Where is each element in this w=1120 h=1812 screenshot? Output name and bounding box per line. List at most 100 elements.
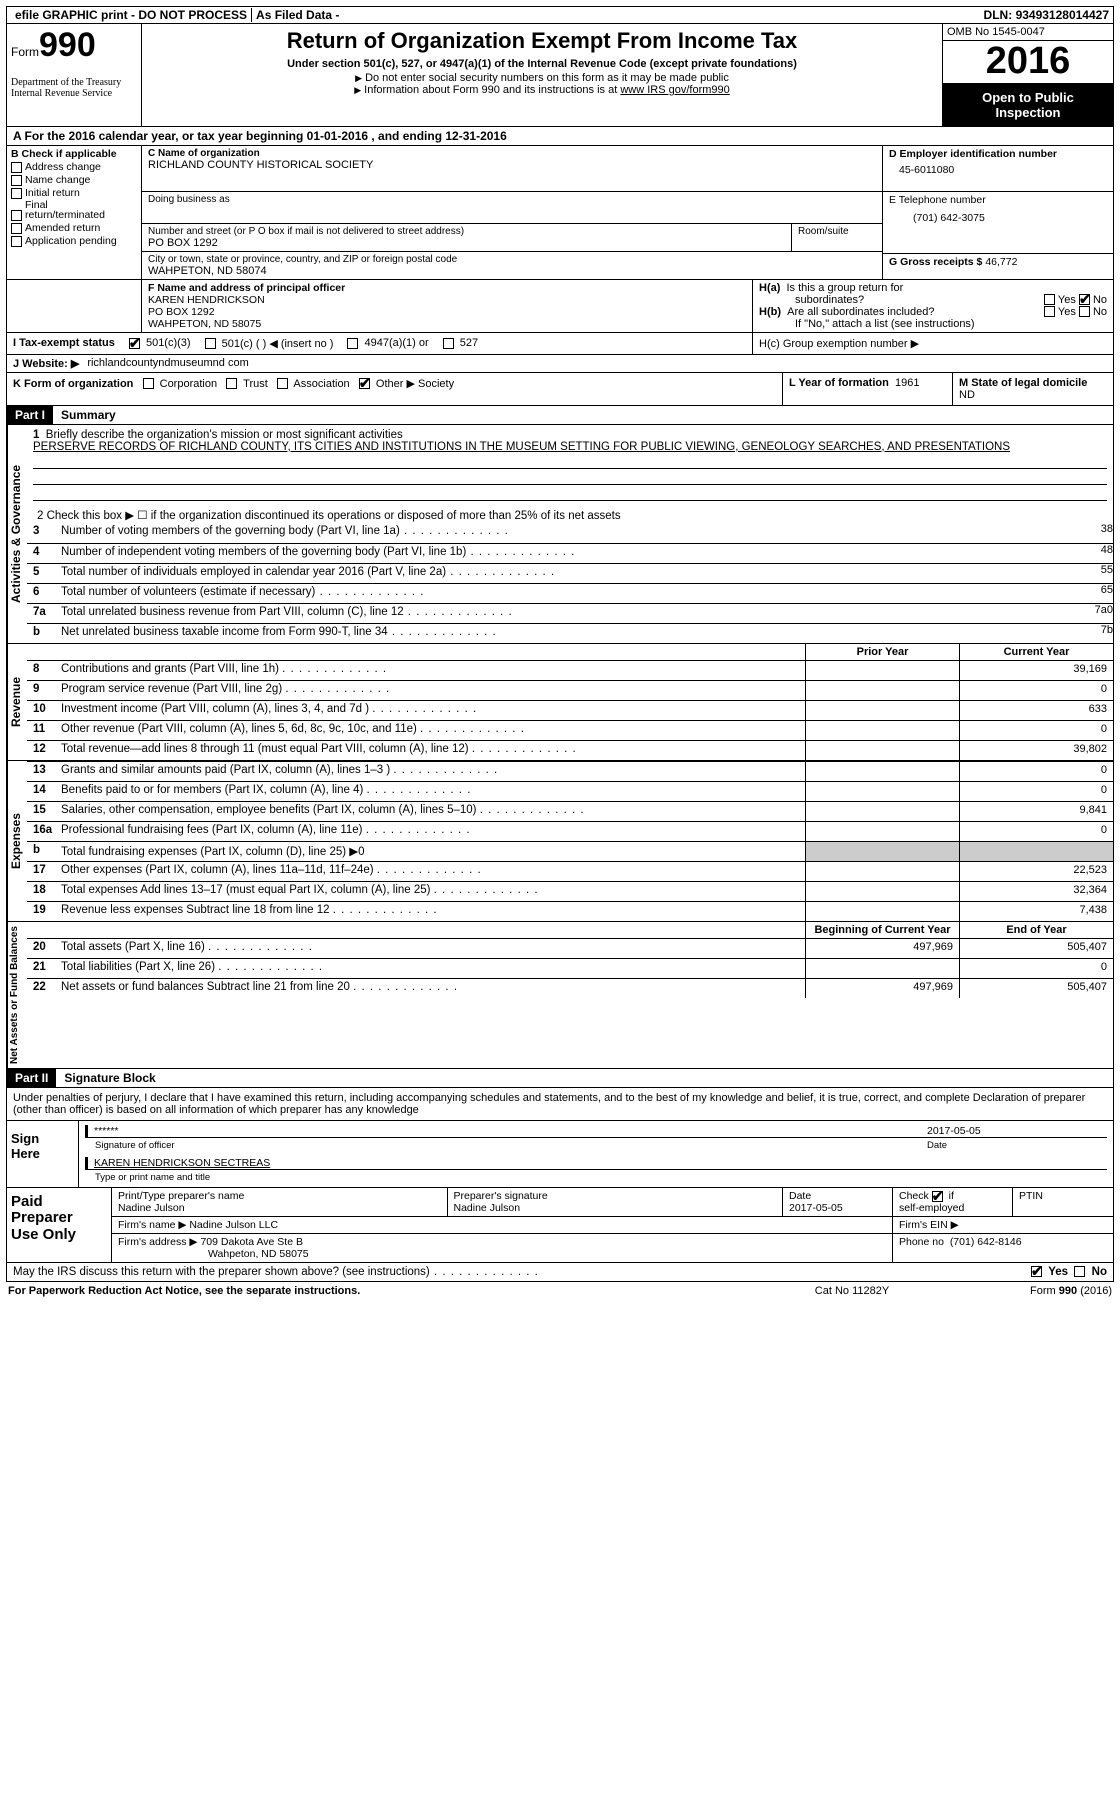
checkbox-discuss-yes[interactable] [1031, 1266, 1042, 1277]
summary-line: 10Investment income (Part VIII, column (… [27, 700, 1113, 720]
summary-line: 6Total number of volunteers (estimate if… [27, 583, 1113, 603]
perjury-text: Under penalties of perjury, I declare th… [7, 1088, 1113, 1121]
row-k-l-m: K Form of organization Corporation Trust… [6, 373, 1114, 406]
revenue-section: Revenue Prior Year Current Year 8Contrib… [6, 644, 1114, 761]
vlabel-net: Net Assets or Fund Balances [7, 922, 27, 1068]
footer: For Paperwork Reduction Act Notice, see … [6, 1282, 1114, 1297]
paid-preparer-row: PaidPreparerUse Only Print/Type preparer… [7, 1187, 1113, 1262]
summary-line: 7aTotal unrelated business revenue from … [27, 603, 1113, 623]
summary-line: 12Total revenue—add lines 8 through 11 (… [27, 740, 1113, 760]
checkbox-527[interactable] [443, 338, 454, 349]
header-left: Form990 Department of the Treasury Inter… [7, 24, 142, 126]
section-f: F Name and address of principal officer … [142, 280, 753, 332]
gross-receipts: 46,772 [985, 256, 1017, 268]
state-domicile: ND [959, 389, 975, 401]
checkbox-501c[interactable] [205, 338, 216, 349]
checkbox-assoc[interactable] [277, 378, 288, 389]
summary-line: 9Program service revenue (Part VIII, lin… [27, 680, 1113, 700]
checkbox-corp[interactable] [143, 378, 154, 389]
summary-line: 19Revenue less expenses Subtract line 18… [27, 901, 1113, 921]
form-number: 990 [39, 26, 96, 64]
vlabel-activities: Activities & Governance [7, 425, 27, 643]
summary-line: 4Number of independent voting members of… [27, 543, 1113, 563]
summary-line: 17Other expenses (Part IX, column (A), l… [27, 861, 1113, 881]
officer-name: KAREN HENDRICKSON [148, 294, 746, 306]
firm-name: Nadine Julson LLC [189, 1219, 278, 1231]
header-right: OMB No 1545-0047 2016 Open to Public Ins… [943, 24, 1113, 126]
treasury-label: Department of the Treasury Internal Reve… [11, 77, 137, 99]
checkbox-pending[interactable] [11, 236, 22, 247]
part-ii-header: Part II Signature Block [6, 1069, 1114, 1088]
org-name: RICHLAND COUNTY HISTORICAL SOCIETY [148, 159, 876, 171]
org-city: WAHPETON, ND 58074 [148, 265, 876, 277]
omb-number: OMB No 1545-0047 [943, 24, 1113, 41]
summary-line: 20Total assets (Part X, line 16) 497,969… [27, 938, 1113, 958]
sign-here-row: SignHere ****** 2017-05-05 Signature of … [7, 1121, 1113, 1187]
identification-block: B Check if applicable Address change Nam… [6, 146, 1114, 280]
summary-line: 8Contributions and grants (Part VIII, li… [27, 660, 1113, 680]
checkbox-discuss-no[interactable] [1074, 1266, 1085, 1277]
officer-printed-name: KAREN HENDRICKSON SECTREAS [85, 1157, 1107, 1169]
summary-line: 3Number of voting members of the governi… [27, 523, 1113, 543]
summary-line: 21Total liabilities (Part X, line 26) 0 [27, 958, 1113, 978]
open-to-public: Open to Public Inspection [943, 84, 1113, 126]
checkbox-ha-yes[interactable] [1044, 294, 1055, 305]
telephone: (701) 642-3075 [889, 206, 1107, 224]
summary-line: 22Net assets or fund balances Subtract l… [27, 978, 1113, 998]
checkbox-address-change[interactable] [11, 162, 22, 173]
checkbox-4947[interactable] [347, 338, 358, 349]
year-formation: 1961 [895, 377, 919, 389]
checkbox-name-change[interactable] [11, 175, 22, 186]
signature-block: Under penalties of perjury, I declare th… [6, 1088, 1114, 1263]
section-c: C Name of organization RICHLAND COUNTY H… [142, 146, 883, 279]
asfiled-label: As Filed Data - [252, 8, 343, 22]
checkbox-self-employed[interactable] [932, 1191, 943, 1202]
checkbox-trust[interactable] [226, 378, 237, 389]
vlabel-revenue: Revenue [7, 644, 27, 760]
section-h: H(a) Is this a group return for subordin… [753, 280, 1113, 332]
summary-line: 11Other revenue (Part VIII, column (A), … [27, 720, 1113, 740]
ein: 45-6011080 [889, 160, 1107, 176]
checkbox-hb-yes[interactable] [1044, 306, 1055, 317]
section-d-e-g: D Employer identification number 45-6011… [883, 146, 1113, 279]
checkbox-other[interactable] [359, 378, 370, 389]
checkbox-501c3[interactable] [129, 338, 140, 349]
summary-line: 18Total expenses Add lines 13–17 (must e… [27, 881, 1113, 901]
summary-line: 15Salaries, other compensation, employee… [27, 801, 1113, 821]
checkbox-initial-return[interactable] [11, 188, 22, 199]
checkbox-final-return[interactable] [11, 210, 22, 221]
firm-phone: (701) 642-8146 [950, 1236, 1022, 1248]
org-street: PO BOX 1292 [148, 237, 785, 249]
summary-line: 16aProfessional fundraising fees (Part I… [27, 821, 1113, 841]
summary-line: bTotal fundraising expenses (Part IX, co… [27, 841, 1113, 861]
discuss-row: May the IRS discuss this return with the… [6, 1263, 1114, 1282]
efile-label: efile GRAPHIC print - DO NOT PROCESS [11, 8, 252, 22]
arrow-icon [355, 72, 365, 84]
irs-link[interactable]: www IRS gov/form990 [620, 84, 729, 96]
tax-year: 2016 [943, 41, 1113, 84]
expenses-section: Expenses 13Grants and similar amounts pa… [6, 761, 1114, 922]
form-title: Return of Organization Exempt From Incom… [150, 28, 934, 54]
summary-line: 14Benefits paid to or for members (Part … [27, 781, 1113, 801]
row-a-tax-year: A For the 2016 calendar year, or tax yea… [6, 127, 1114, 146]
row-i: I Tax-exempt status 501(c)(3) 501(c) ( )… [6, 333, 1114, 355]
summary-line: 5Total number of individuals employed in… [27, 563, 1113, 583]
vlabel-expenses: Expenses [7, 761, 27, 921]
checkbox-ha-no[interactable] [1079, 294, 1090, 305]
dln: DLN: 93493128014427 [984, 8, 1109, 22]
net-assets-section: Net Assets or Fund Balances Beginning of… [6, 922, 1114, 1069]
summary-line: bNet unrelated business taxable income f… [27, 623, 1113, 643]
row-j: J Website: ▶ richlandcountyndmuseumnd co… [6, 355, 1114, 373]
form-header: Form990 Department of the Treasury Inter… [6, 24, 1114, 127]
arrow-icon [354, 84, 364, 96]
mission-text: PERSERVE RECORDS OF RICHLAND COUNTY, ITS… [33, 441, 1107, 453]
summary-line: 13Grants and similar amounts paid (Part … [27, 761, 1113, 781]
activities-governance: Activities & Governance 1 1 Briefly desc… [6, 425, 1114, 644]
header-mid: Return of Organization Exempt From Incom… [142, 24, 943, 126]
top-bar: efile GRAPHIC print - DO NOT PROCESS As … [6, 6, 1114, 24]
checkbox-amended[interactable] [11, 223, 22, 234]
row-f-h: F Name and address of principal officer … [6, 280, 1114, 333]
checkbox-hb-no[interactable] [1079, 306, 1090, 317]
part-i-header: Part I Summary [6, 406, 1114, 425]
website: richlandcountyndmuseumnd com [87, 357, 248, 370]
